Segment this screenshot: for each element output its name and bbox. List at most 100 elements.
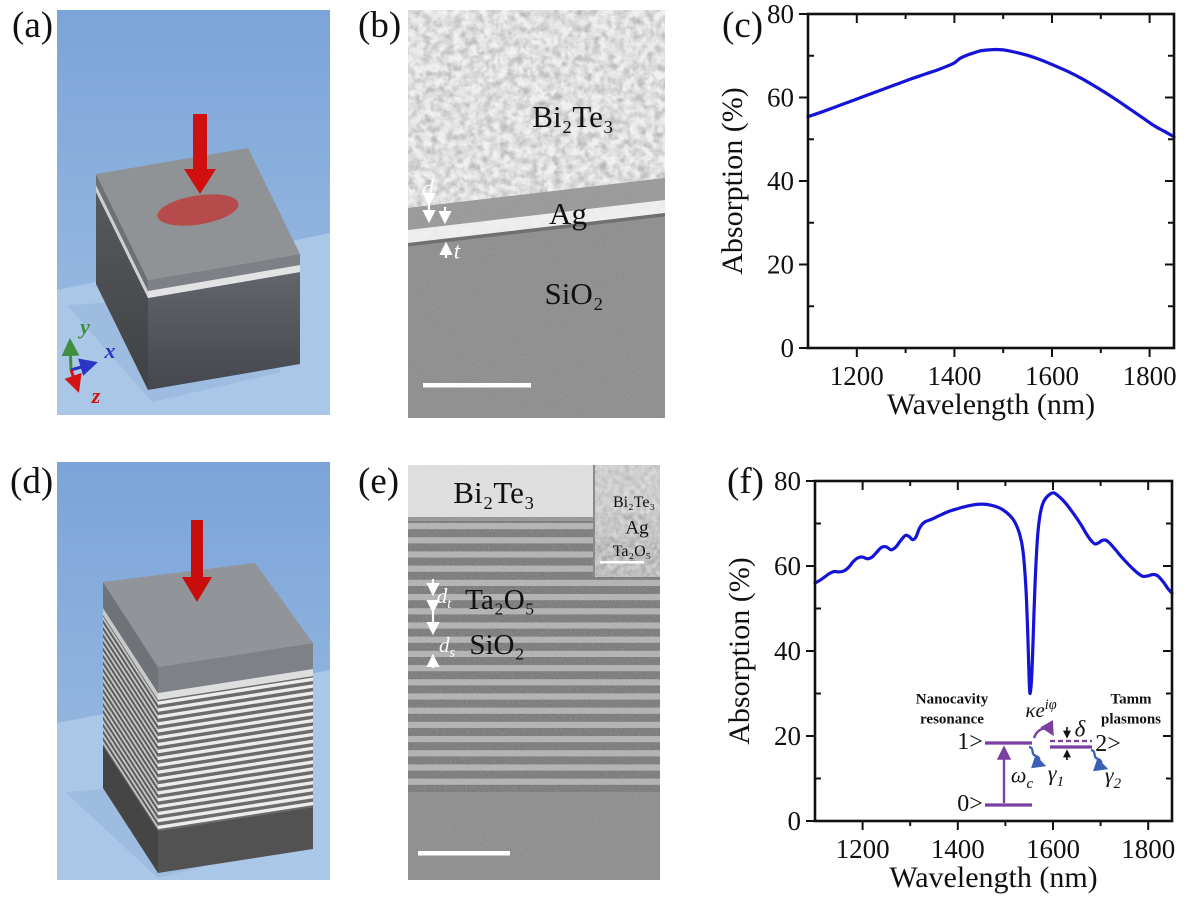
ta2o5-label: Ta₂O₅ — [465, 584, 535, 617]
y-tick-label: 0 — [788, 806, 802, 836]
inset-scale-bar — [600, 561, 644, 564]
plot-frame — [806, 12, 1176, 350]
y-tick-label: 20 — [774, 721, 801, 751]
panel-a-render — [57, 10, 330, 415]
y-axis-arrow — [61, 338, 80, 371]
z-axis-arrow — [64, 369, 82, 393]
x-tick-label: 1600 — [1025, 361, 1079, 391]
bi2te3-texture-dark — [408, 10, 665, 208]
inset-texture — [593, 465, 660, 577]
dbr-stripes — [103, 616, 313, 830]
slab-left-face — [103, 582, 158, 693]
dbr-stripe-left — [103, 630, 158, 719]
dbr-stripe-right — [158, 787, 313, 816]
dbr-stripe-left — [103, 623, 158, 712]
coordinate-axes — [61, 338, 98, 393]
panel-e-sem — [408, 465, 660, 880]
dt-base: d — [436, 584, 448, 609]
dbr-stripe-right — [158, 774, 313, 802]
x-tick-label: 1200 — [836, 834, 890, 864]
ag-label: Ag — [549, 195, 587, 231]
omega-base: ω — [1010, 762, 1027, 788]
x-tick-label: 1400 — [927, 361, 981, 391]
gamma2-decay-arrow — [1090, 748, 1109, 772]
plot-c: 1200 1400 1600 1800 0 20 40 60 80 Wavelength (nm)… — [716, 0, 1177, 421]
annotation-arrows — [422, 193, 453, 258]
dbr-stripe-right — [158, 767, 313, 795]
incident-arrow — [182, 520, 212, 602]
dbr-stripe-left — [103, 692, 158, 781]
gamma1-label: γ1 — [1047, 760, 1065, 791]
dbr-stripe-right — [158, 684, 313, 712]
bi2te3-label: Bi₂Te₃ — [453, 474, 535, 510]
inset-bi2te3-label: Bi₂Te₃ — [612, 494, 656, 512]
sio2-label: SiO₂ — [544, 275, 604, 311]
dbr-stripe-left — [103, 726, 158, 816]
panel-e-label: (e) — [358, 461, 400, 502]
dbr-stripe-left — [103, 699, 158, 788]
dbr-stripe-left — [103, 671, 158, 761]
dbr-stripe-left — [103, 706, 158, 795]
silver-layer-left — [96, 185, 148, 298]
d-label: d — [422, 175, 434, 201]
dt-label: dt — [437, 585, 451, 613]
dbr-stripe-right — [158, 746, 313, 774]
block-left-face — [96, 192, 148, 390]
y-tick-label: 20 — [767, 250, 794, 280]
kappa-sup: iφ — [1044, 696, 1057, 713]
sem-inset — [593, 465, 660, 577]
sio2-label: SiO₂ — [469, 629, 525, 662]
panel-b-label: (b) — [358, 5, 402, 46]
plot-f: 1200 1400 1600 1800 0 20 40 60 80 Wavelength (nm)… — [723, 466, 1175, 894]
base-left-face — [103, 746, 158, 873]
silver-layer-left — [103, 608, 158, 700]
dbr-stripe-left — [103, 616, 158, 705]
omega-sub: c — [1026, 775, 1034, 792]
dbr-stripe-right — [158, 794, 313, 823]
x-tick-label: 1400 — [931, 834, 985, 864]
panel-a-label: (a) — [12, 5, 54, 46]
ds-base: d — [438, 633, 450, 658]
x-axis-title: Wavelength (nm) — [887, 388, 1095, 421]
kappa-base: κe — [1025, 697, 1045, 722]
chart-f: 1200 1400 1600 1800 0 20 40 60 80 Wavelength (nm)… — [723, 466, 1175, 894]
dbr-stripe-left — [103, 657, 158, 747]
gamma2-base: γ — [1104, 762, 1114, 788]
ds-label: ds — [439, 634, 455, 662]
x-axis-arrow — [70, 358, 98, 376]
series-absorption — [813, 491, 1174, 696]
dbr-stripe-left — [103, 713, 158, 802]
y-axis-title: Absorption (%) — [723, 557, 756, 744]
dbr-stripe-left — [103, 651, 158, 740]
laser-spot — [157, 194, 239, 226]
dbr-stripe-right — [158, 712, 313, 740]
y-tick-label: 40 — [767, 166, 794, 196]
dbr-stripe-left — [103, 644, 158, 733]
dt-sub: t — [447, 596, 452, 613]
dbr-stripe-right — [158, 781, 313, 809]
x-tick-label: 1200 — [830, 361, 884, 391]
gamma2-sub: 2 — [1113, 775, 1122, 792]
top-interface — [408, 517, 660, 521]
panel-c-label: (c) — [722, 5, 764, 46]
coupling-arrow — [1032, 720, 1054, 739]
gamma1-sub: 1 — [1056, 773, 1065, 790]
ket0-label: 0> — [957, 790, 983, 817]
slab-right-face — [158, 643, 313, 693]
y-tick-label: 80 — [767, 0, 794, 29]
series-absorption — [806, 47, 1176, 139]
gamma1-base: γ — [1047, 760, 1057, 786]
dbr-stripe-right — [158, 801, 313, 830]
x-tick-label: 1600 — [1026, 834, 1080, 864]
y-tick-label: 60 — [774, 551, 801, 581]
inset-ag-label: Ag — [625, 517, 649, 539]
omega-label: ωc — [1010, 762, 1034, 793]
dbr-stripe-left — [103, 664, 158, 754]
ket1-label: 1> — [957, 728, 983, 755]
nanocavity-label: Nanocavity resonance — [915, 691, 989, 728]
x-axis-label: x — [104, 337, 116, 363]
inset-ta2o5-label: Ta₂O₅ — [612, 543, 652, 561]
ket2-label: 2> — [1095, 730, 1121, 757]
inset-border — [593, 465, 595, 577]
